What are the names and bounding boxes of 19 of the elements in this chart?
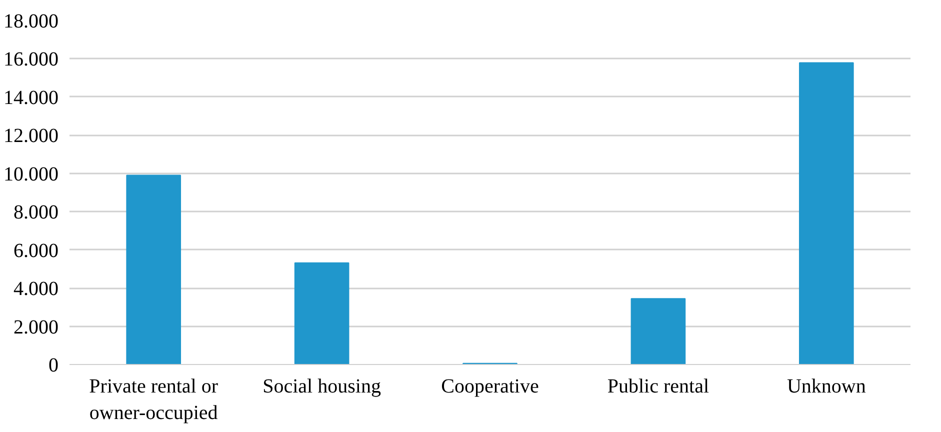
y-tick-label: 10.000 [4, 163, 58, 186]
y-tick-label: 4.000 [14, 278, 58, 300]
y-tick-label: 0 [48, 354, 58, 376]
x-tick-label: Cooperative [441, 376, 539, 398]
bar [126, 174, 182, 364]
y-tick-label: 18.000 [4, 10, 58, 32]
bar [630, 298, 686, 364]
y-tick-label: 12.000 [4, 125, 58, 148]
x-tick-label: Public rental [607, 376, 710, 398]
x-tick-label: Private rental or owner-occupied [89, 376, 218, 424]
x-tick-label: Social housing [262, 376, 381, 398]
y-tick-label: 16.000 [4, 48, 58, 71]
x-tick-label: Unknown [786, 376, 866, 398]
bar [798, 62, 854, 364]
bar [294, 262, 350, 364]
y-tick-label: 6.000 [14, 240, 58, 262]
y-tick-label: 8.000 [14, 202, 58, 224]
y-tick-label: 2.000 [14, 316, 58, 338]
y-tick-label: 14.000 [4, 86, 58, 109]
